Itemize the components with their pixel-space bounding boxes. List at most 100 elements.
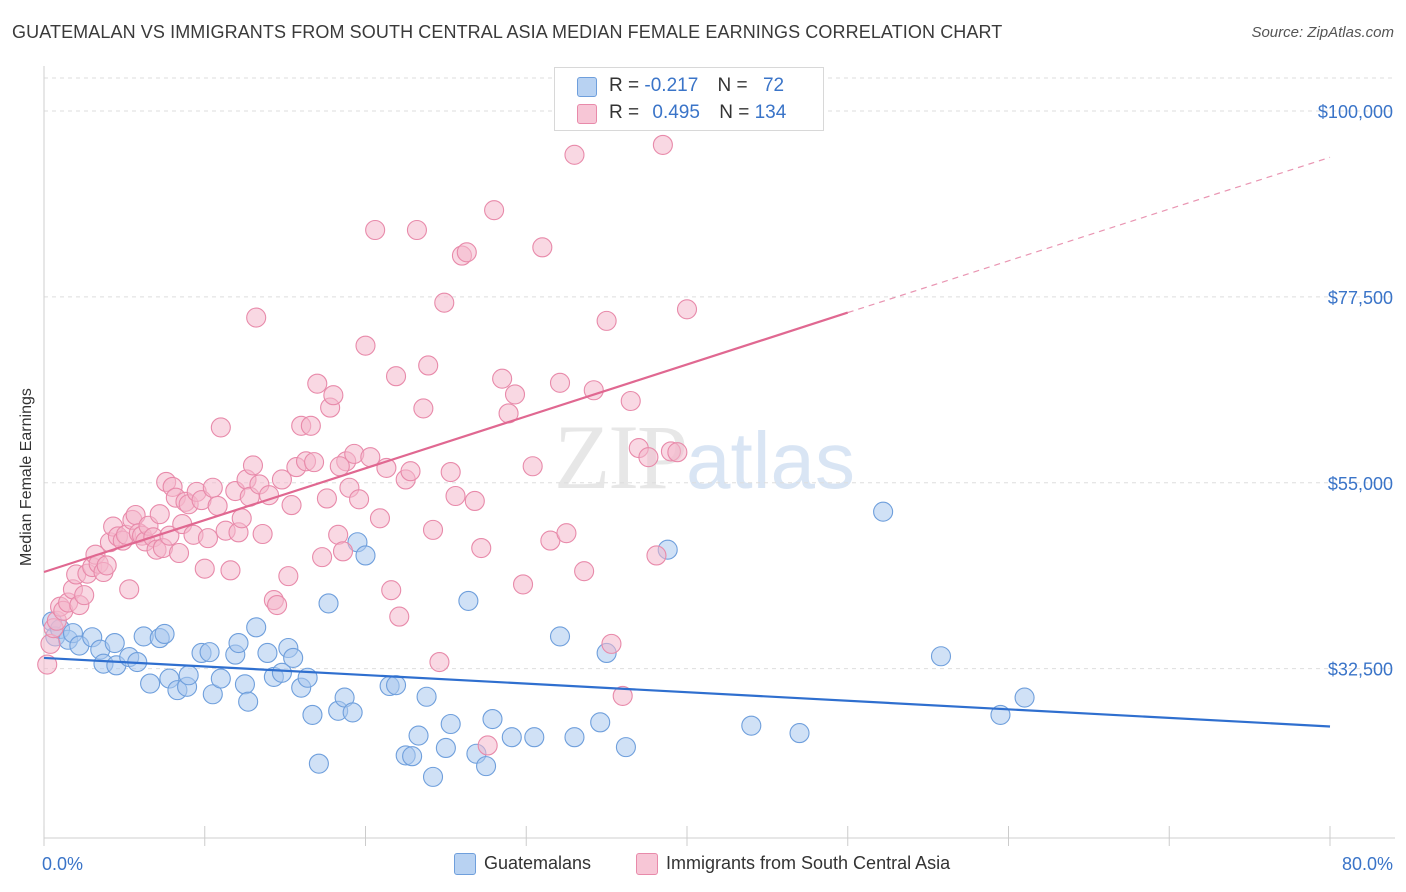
point-south-central-asia bbox=[532, 237, 553, 258]
point-south-central-asia bbox=[96, 555, 117, 576]
point-guatemalans bbox=[789, 723, 810, 744]
point-south-central-asia bbox=[210, 417, 231, 438]
point-guatemalans bbox=[178, 665, 199, 686]
point-guatemalans bbox=[234, 674, 255, 695]
point-south-central-asia bbox=[667, 442, 688, 463]
point-south-central-asia bbox=[522, 456, 543, 477]
point-south-central-asia bbox=[549, 372, 571, 393]
point-guatemalans bbox=[590, 712, 611, 733]
point-south-central-asia bbox=[400, 461, 421, 482]
point-south-central-asia bbox=[601, 633, 622, 654]
legend-n-value: 134 bbox=[754, 102, 787, 123]
point-south-central-asia bbox=[596, 310, 617, 331]
trendline-guatemalans bbox=[43, 656, 1331, 728]
legend-r-value: -0.217 bbox=[644, 75, 699, 96]
watermark: ZIPatlas bbox=[554, 406, 855, 508]
point-south-central-asia bbox=[512, 574, 534, 595]
trendline-extension-south-central-asia bbox=[847, 156, 1331, 314]
legend-swatch-pink bbox=[577, 104, 597, 124]
point-guatemalans bbox=[302, 704, 323, 725]
point-guatemalans bbox=[1014, 687, 1035, 708]
point-guatemalans bbox=[342, 702, 363, 723]
point-south-central-asia bbox=[646, 545, 667, 566]
point-south-central-asia bbox=[369, 508, 391, 529]
point-south-central-asia bbox=[638, 447, 659, 468]
point-south-central-asia bbox=[231, 508, 252, 529]
point-guatemalans bbox=[283, 647, 304, 668]
point-guatemalans bbox=[524, 727, 545, 748]
legend-r-label: R = bbox=[609, 75, 640, 96]
point-south-central-asia bbox=[329, 456, 350, 477]
point-guatemalans bbox=[402, 746, 423, 767]
bottom-legend-label-blue: Guatemalans bbox=[484, 853, 592, 873]
point-south-central-asia bbox=[119, 579, 140, 600]
point-south-central-asia bbox=[676, 299, 698, 320]
point-south-central-asia bbox=[406, 219, 427, 241]
y-tick-label: $55,000 bbox=[1328, 474, 1393, 494]
point-south-central-asia bbox=[194, 558, 215, 579]
point-south-central-asia bbox=[349, 489, 370, 510]
point-guatemalans bbox=[210, 668, 231, 689]
point-south-central-asia bbox=[300, 415, 321, 436]
point-guatemalans bbox=[202, 684, 223, 705]
point-guatemalans bbox=[930, 646, 952, 667]
y-tick-label: $100,000 bbox=[1318, 102, 1393, 122]
point-south-central-asia bbox=[381, 580, 402, 601]
point-south-central-asia bbox=[445, 485, 466, 507]
point-south-central-asia bbox=[612, 685, 633, 706]
y-tick-label: $77,500 bbox=[1328, 288, 1393, 308]
point-guatemalans bbox=[154, 623, 175, 645]
point-guatemalans bbox=[228, 632, 249, 654]
point-south-central-asia bbox=[429, 651, 450, 673]
legend-n-value: 72 bbox=[762, 75, 785, 96]
point-south-central-asia bbox=[271, 469, 292, 490]
point-south-central-asia bbox=[267, 594, 288, 616]
point-guatemalans bbox=[741, 715, 762, 736]
point-south-central-asia bbox=[355, 335, 376, 356]
point-south-central-asia bbox=[365, 219, 386, 241]
point-guatemalans bbox=[416, 686, 437, 707]
point-south-central-asia bbox=[307, 373, 328, 394]
point-south-central-asia bbox=[556, 523, 577, 544]
point-south-central-asia bbox=[456, 242, 477, 263]
point-south-central-asia bbox=[207, 495, 228, 516]
point-guatemalans bbox=[199, 642, 220, 663]
point-south-central-asia bbox=[332, 541, 354, 562]
legend-n-label: N = bbox=[719, 102, 750, 123]
point-south-central-asia bbox=[252, 523, 273, 545]
point-south-central-asia bbox=[323, 385, 344, 406]
point-south-central-asia bbox=[471, 537, 492, 559]
legend-swatch-blue bbox=[577, 77, 597, 97]
point-south-central-asia bbox=[74, 585, 95, 606]
x-tick-label: 80.0% bbox=[1342, 854, 1393, 874]
legend-r-label: R = bbox=[609, 102, 640, 123]
point-guatemalans bbox=[615, 737, 636, 758]
point-south-central-asia bbox=[418, 355, 439, 376]
legend-r-value: 0.495 bbox=[652, 102, 700, 123]
legend-n-label: N = bbox=[717, 75, 748, 96]
point-guatemalans bbox=[238, 691, 259, 712]
point-guatemalans bbox=[422, 766, 444, 787]
point-guatemalans bbox=[458, 590, 479, 611]
point-south-central-asia bbox=[422, 519, 444, 540]
point-south-central-asia bbox=[316, 488, 337, 509]
point-south-central-asia bbox=[574, 561, 595, 582]
point-south-central-asia bbox=[504, 384, 526, 405]
chart-title: GUATEMALAN VS IMMIGRANTS FROM SOUTH CENT… bbox=[12, 22, 1003, 42]
point-south-central-asia bbox=[385, 366, 407, 387]
point-guatemalans bbox=[435, 737, 456, 759]
point-south-central-asia bbox=[246, 307, 267, 328]
point-south-central-asia bbox=[281, 495, 302, 516]
point-guatemalans bbox=[355, 545, 376, 566]
point-guatemalans bbox=[257, 642, 278, 664]
point-south-central-asia bbox=[168, 542, 190, 564]
point-south-central-asia bbox=[220, 560, 241, 581]
point-south-central-asia bbox=[440, 461, 461, 483]
point-guatemalans bbox=[385, 675, 407, 696]
point-guatemalans bbox=[246, 617, 267, 638]
x-tick-label: 0.0% bbox=[42, 854, 83, 874]
point-south-central-asia bbox=[620, 390, 641, 412]
point-guatemalans bbox=[318, 593, 339, 614]
point-south-central-asia bbox=[37, 654, 58, 675]
